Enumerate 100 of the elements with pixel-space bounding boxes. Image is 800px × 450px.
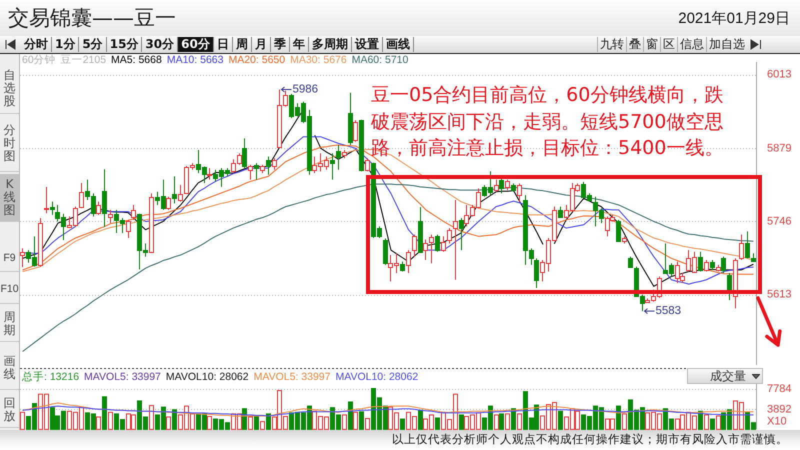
bar [400, 418, 405, 430]
y-tick-label: 7784 [767, 383, 792, 396]
candlestick [727, 272, 732, 301]
annotation: 5583 [656, 305, 682, 318]
candlestick [50, 201, 55, 216]
candlestick [435, 234, 440, 252]
text: 以上仅代表分析师个人观点不构成任何操作建议；期市有风险入市需谨慎。 [392, 431, 788, 447]
text: 画线 [382, 37, 414, 52]
candlestick [739, 234, 744, 260]
bar [459, 414, 464, 430]
candlestick [534, 258, 539, 289]
candlestick [558, 206, 563, 218]
chart-title: 交易锦囊——豆一 [8, 5, 176, 32]
text: 15分 [106, 37, 142, 52]
text: F9 [3, 252, 16, 264]
bar [266, 413, 271, 430]
text: 1分 [52, 37, 80, 52]
candlestick [517, 183, 522, 202]
bar [704, 414, 709, 430]
candlestick [38, 218, 43, 268]
candlestick [429, 234, 434, 264]
text: 窗 [643, 37, 660, 52]
candlestick [716, 264, 721, 272]
text: MA5: 5668 [111, 54, 162, 66]
text: 回放 [3, 396, 16, 422]
y-axis-title: X10 [767, 415, 787, 428]
text: 分时 [21, 37, 52, 52]
candlestick [459, 218, 464, 251]
candlestick [406, 250, 411, 274]
y-tick-label: 6013 [767, 68, 792, 81]
bar [166, 416, 171, 430]
bar [108, 412, 113, 430]
bar [20, 412, 25, 430]
candlestick [745, 230, 750, 259]
bar [558, 410, 563, 430]
annotation: 豆一2105 [60, 54, 106, 66]
bar [342, 414, 347, 430]
text: MAVOL5: 33997 [84, 371, 161, 383]
text: 日 [214, 37, 233, 52]
annotation: 5986 [292, 83, 318, 96]
candlestick [721, 256, 726, 274]
line-series [22, 406, 754, 416]
bar [365, 418, 370, 430]
candlestick [365, 158, 370, 172]
bar [511, 408, 516, 430]
candlestick [441, 236, 446, 252]
candlestick [453, 200, 458, 280]
text: 年 [290, 37, 309, 52]
bar [418, 410, 423, 430]
candlestick [447, 228, 452, 244]
text: MA30: 5676 [290, 54, 347, 66]
bar [242, 408, 247, 430]
text: 加自选 [706, 37, 747, 52]
bar [494, 414, 499, 430]
candlestick [166, 196, 171, 210]
candlestick [733, 258, 738, 309]
text: 区 [660, 37, 677, 52]
text: 九转 [597, 37, 626, 52]
candlestick [423, 239, 428, 260]
bar [260, 421, 265, 430]
bar [499, 413, 504, 430]
bar [517, 413, 522, 430]
candlestick [628, 256, 633, 268]
text: 30分 [142, 37, 178, 52]
candlestick [108, 209, 113, 224]
text: 分时图 [3, 123, 16, 163]
candlestick [79, 182, 84, 209]
text: 信息 [677, 37, 706, 52]
annotation: 60分钟 [22, 54, 56, 66]
candlestick [242, 138, 247, 169]
text: 成交量 [710, 369, 746, 383]
candlestick [698, 251, 703, 272]
bar [102, 396, 107, 430]
candlestick [336, 144, 341, 170]
bar [359, 411, 364, 430]
text: MA60: 5710 [352, 54, 408, 66]
candlestick [412, 234, 417, 258]
bar [149, 405, 154, 430]
text: 多周期 [308, 37, 352, 52]
bar [435, 418, 440, 430]
text: MAVOL5: 33997 [254, 371, 330, 383]
text: F10 [0, 282, 19, 294]
text: 画线 [3, 354, 16, 380]
candlestick [505, 179, 510, 191]
y-tick-label: 5613 [767, 288, 792, 301]
text: 总手: 13216 [22, 371, 80, 383]
text: MAVOL10: 28062 [335, 371, 418, 383]
text: MA10: 5663 [166, 54, 224, 66]
candlestick [266, 156, 271, 176]
candlestick [149, 192, 154, 253]
bar [716, 415, 721, 430]
text: MA20: 5650 [228, 54, 286, 66]
candlestick [348, 92, 353, 146]
bar [622, 413, 627, 430]
bar [248, 416, 253, 430]
candlestick [342, 149, 347, 159]
candlestick [126, 219, 131, 238]
text: 季 [270, 37, 290, 52]
candlestick [499, 178, 504, 194]
candlestick [207, 168, 212, 180]
